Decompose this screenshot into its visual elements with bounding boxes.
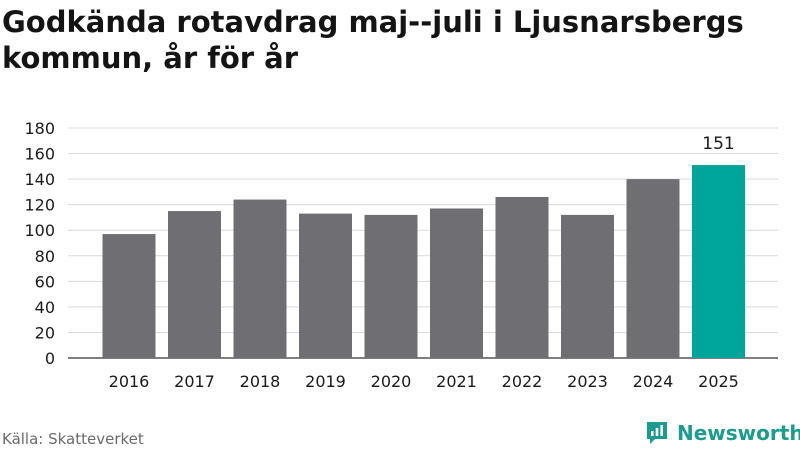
labels: 0 20 40 60 80 100 120 140 160 180 2016 2017 2018 2019…: [24, 119, 738, 391]
y-tick-label: 160: [24, 145, 55, 164]
bar-2017: [168, 211, 221, 358]
x-tick-label: 2016: [109, 372, 150, 391]
x-tick-label: 2022: [502, 372, 543, 391]
bar-2016: [102, 234, 156, 358]
y-tick-label: 80: [35, 247, 55, 266]
bar-2022: [495, 197, 549, 358]
y-tick-label: 100: [24, 221, 55, 240]
bar-2019: [299, 213, 352, 358]
newsworthy-logo-icon: [647, 422, 667, 444]
source-note: Källa: Skatteverket: [2, 430, 144, 448]
x-tick-label: 2018: [240, 372, 281, 391]
x-tick-label: 2025: [698, 372, 739, 391]
y-tick-label: 20: [35, 323, 55, 342]
bar-2024: [626, 179, 680, 358]
bar-2018: [233, 199, 287, 358]
brand-name: Newsworthy: [677, 421, 800, 445]
bars: [102, 165, 745, 358]
brand-logo[interactable]: Newsworthy: [645, 420, 800, 446]
x-tick-label: 2021: [436, 372, 477, 391]
bar-2023: [561, 214, 614, 358]
y-tick-label: 140: [24, 170, 55, 189]
bar-2021: [430, 208, 483, 358]
y-tick-label: 180: [24, 119, 55, 138]
x-tick-label: 2023: [567, 372, 608, 391]
x-tick-label: 2020: [371, 372, 412, 391]
x-tick-label: 2017: [174, 372, 215, 391]
x-tick-label: 2024: [633, 372, 674, 391]
y-tick-label: 120: [24, 196, 55, 215]
bar-2025: [692, 165, 745, 358]
chart-title: Godkända rotavdrag maj--juli i Ljusnarsb…: [2, 5, 744, 75]
bar-2020: [364, 214, 418, 358]
x-tick-label: 2019: [305, 372, 346, 391]
y-tick-label: 60: [35, 272, 55, 291]
y-tick-label: 0: [45, 349, 55, 368]
y-tick-label: 40: [35, 298, 55, 317]
data-label: 151: [702, 134, 734, 154]
